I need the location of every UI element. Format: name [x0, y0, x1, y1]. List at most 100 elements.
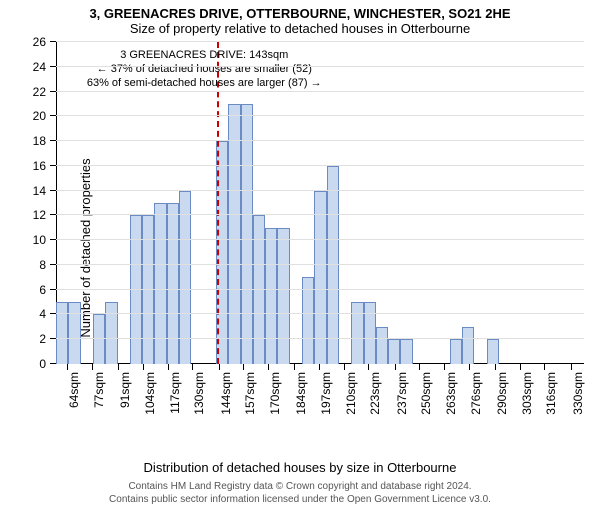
y-tick-mark	[50, 338, 56, 339]
histogram-bar	[400, 339, 412, 364]
x-tick-label: 276sqm	[469, 372, 483, 415]
y-tick-label: 18	[33, 134, 46, 148]
histogram-bar	[265, 228, 277, 364]
x-tick-label: 303sqm	[520, 372, 534, 415]
x-tick-mark	[92, 364, 93, 370]
histogram-bar	[241, 104, 253, 364]
gridline	[56, 239, 584, 240]
x-tick-mark	[168, 364, 169, 370]
x-tick-label: 130sqm	[192, 372, 206, 415]
histogram-bar	[154, 203, 166, 364]
histogram-bar	[462, 327, 474, 364]
x-tick-label: 223sqm	[368, 372, 382, 415]
x-tick-label: 184sqm	[294, 372, 308, 415]
gridline	[56, 190, 584, 191]
histogram-bar	[68, 302, 80, 364]
y-tick-mark	[50, 66, 56, 67]
histogram-bar	[351, 302, 363, 364]
histogram-bar	[487, 339, 499, 364]
x-tick-mark	[544, 364, 545, 370]
x-tick-mark	[268, 364, 269, 370]
x-tick-label: 117sqm	[168, 372, 182, 414]
footer-credits: Contains HM Land Registry data © Crown c…	[0, 481, 600, 506]
annotation-box: 3 GREENACRES DRIVE: 143sqm ← 37% of deta…	[87, 49, 322, 90]
footer-line1: Contains HM Land Registry data © Crown c…	[0, 481, 600, 494]
y-tick-label: 24	[33, 60, 46, 74]
y-tick-label: 6	[39, 283, 46, 297]
annotation-line1: 3 GREENACRES DRIVE: 143sqm	[87, 49, 322, 63]
gridline	[56, 289, 584, 290]
annotation-line3: 63% of semi-detached houses are larger (…	[87, 77, 322, 91]
y-tick-label: 22	[33, 85, 46, 99]
gridline	[56, 91, 584, 92]
gridline	[56, 264, 584, 265]
gridline	[56, 115, 584, 116]
y-tick-label: 14	[33, 184, 46, 198]
y-tick-mark	[50, 214, 56, 215]
gridline	[56, 165, 584, 166]
x-tick-label: 263sqm	[444, 372, 458, 415]
x-tick-label: 237sqm	[395, 372, 409, 415]
y-tick-mark	[50, 363, 56, 364]
y-tick-mark	[50, 165, 56, 166]
x-tick-mark	[520, 364, 521, 370]
x-tick-label: 157sqm	[243, 372, 257, 415]
gridline	[56, 41, 584, 42]
gridline	[56, 66, 584, 67]
y-tick-mark	[50, 140, 56, 141]
chart-title: 3, GREENACRES DRIVE, OTTERBOURNE, WINCHE…	[0, 0, 600, 21]
x-tick-mark	[219, 364, 220, 370]
histogram-bar	[105, 302, 117, 364]
x-axis-label: Distribution of detached houses by size …	[0, 460, 600, 475]
y-tick-mark	[50, 91, 56, 92]
y-tick-mark	[50, 239, 56, 240]
histogram-bar	[277, 228, 289, 364]
x-tick-mark	[395, 364, 396, 370]
x-tick-mark	[294, 364, 295, 370]
y-tick-mark	[50, 264, 56, 265]
gridline	[56, 140, 584, 141]
x-tick-label: 144sqm	[219, 372, 233, 415]
chart-area: Number of detached properties 3 GREENACR…	[0, 38, 600, 458]
x-tick-mark	[118, 364, 119, 370]
plot-region: 3 GREENACRES DRIVE: 143sqm ← 37% of deta…	[56, 42, 584, 364]
gridline	[56, 313, 584, 314]
y-tick-mark	[50, 41, 56, 42]
x-tick-label: 104sqm	[143, 372, 157, 415]
y-tick-mark	[50, 190, 56, 191]
x-tick-mark	[419, 364, 420, 370]
y-tick-mark	[50, 115, 56, 116]
y-tick-mark	[50, 289, 56, 290]
histogram-bar	[450, 339, 462, 364]
y-tick-mark	[50, 313, 56, 314]
histogram-bar	[364, 302, 376, 364]
x-tick-label: 197sqm	[319, 372, 333, 415]
y-tick-label: 26	[33, 35, 46, 49]
histogram-bar	[376, 327, 388, 364]
gridline	[56, 338, 584, 339]
y-tick-label: 2	[39, 332, 46, 346]
y-tick-label: 16	[33, 159, 46, 173]
histogram-bar	[228, 104, 240, 364]
y-tick-label: 8	[39, 258, 46, 272]
y-tick-label: 10	[33, 233, 46, 247]
gridline	[56, 214, 584, 215]
x-tick-mark	[368, 364, 369, 370]
x-tick-label: 91sqm	[118, 372, 132, 408]
x-tick-label: 290sqm	[495, 372, 509, 415]
histogram-bar	[388, 339, 400, 364]
histogram-bar	[93, 314, 105, 364]
x-tick-mark	[67, 364, 68, 370]
x-tick-label: 170sqm	[268, 372, 282, 415]
x-tick-label: 250sqm	[419, 372, 433, 415]
x-tick-mark	[469, 364, 470, 370]
x-tick-mark	[344, 364, 345, 370]
x-tick-label: 330sqm	[571, 372, 585, 415]
x-tick-mark	[495, 364, 496, 370]
y-tick-label: 20	[33, 109, 46, 123]
x-tick-mark	[571, 364, 572, 370]
histogram-bar	[56, 302, 68, 364]
histogram-bar	[302, 277, 314, 364]
y-tick-label: 12	[33, 208, 46, 222]
x-tick-mark	[319, 364, 320, 370]
